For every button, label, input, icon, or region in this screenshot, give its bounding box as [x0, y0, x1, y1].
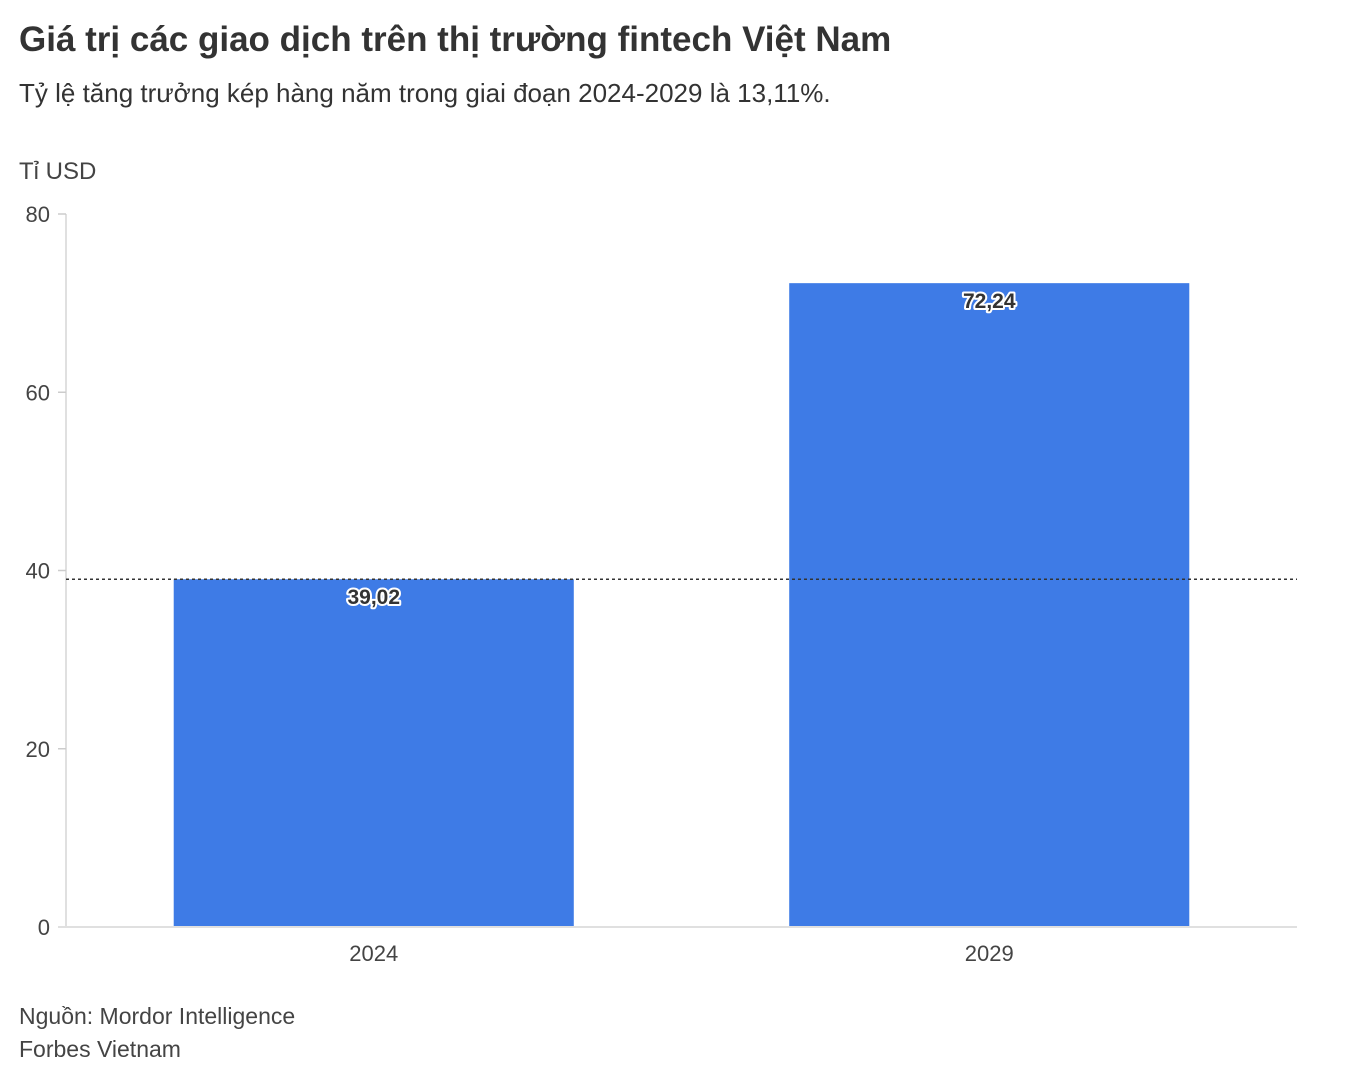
- chart-footer: Nguồn: Mordor Intelligence Forbes Vietna…: [19, 1000, 295, 1066]
- y-tick-label: 0: [38, 915, 50, 940]
- publisher-note: Forbes Vietnam: [19, 1036, 181, 1062]
- x-tick-label: 2024: [349, 941, 398, 966]
- x-axis: 2024 2029: [58, 926, 1297, 966]
- y-tick-label: 40: [26, 559, 50, 584]
- y-axis-unit-label: Tỉ USD: [19, 158, 97, 185]
- chart-subtitle: Tỷ lệ tăng trưởng kép hàng năm trong gia…: [19, 78, 831, 108]
- bar: [173, 579, 574, 927]
- bars: [173, 283, 1190, 927]
- source-note: Nguồn: Mordor Intelligence: [19, 1003, 296, 1029]
- y-tick-label: 80: [26, 202, 50, 227]
- chart-title: Giá trị các giao dịch trên thị trường fi…: [19, 20, 892, 59]
- data-labels: 39,02 72,24: [345, 288, 1017, 611]
- bar-chart: 0 20 40 60 80 39,02 72,24 2024 2029: [26, 202, 1297, 966]
- y-axis: 0 20 40 60 80: [26, 202, 67, 940]
- bar-value-label: 39,02: [347, 586, 400, 609]
- x-tick-label: 2029: [965, 941, 1014, 966]
- bar-value-label: 72,24: [963, 290, 1016, 313]
- y-tick-label: 60: [26, 380, 50, 405]
- y-tick-label: 20: [26, 737, 50, 762]
- bar: [789, 283, 1190, 927]
